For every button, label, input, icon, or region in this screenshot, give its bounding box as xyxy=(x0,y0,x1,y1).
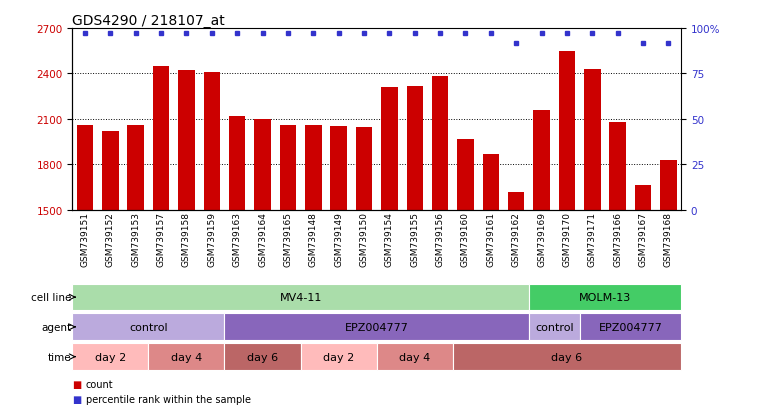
Bar xyxy=(72,314,224,340)
Text: EPZ004777: EPZ004777 xyxy=(345,322,409,332)
Bar xyxy=(72,344,148,370)
Text: ■: ■ xyxy=(72,379,81,389)
Text: time: time xyxy=(48,352,72,362)
Bar xyxy=(153,66,170,210)
Bar xyxy=(224,344,301,370)
Text: agent: agent xyxy=(42,322,72,332)
Bar xyxy=(457,139,474,210)
Bar xyxy=(482,154,499,210)
Bar xyxy=(128,126,144,210)
Bar xyxy=(356,128,372,210)
Bar xyxy=(453,344,681,370)
Text: percentile rank within the sample: percentile rank within the sample xyxy=(86,394,251,404)
Bar xyxy=(330,127,347,210)
Bar xyxy=(102,132,119,210)
Bar xyxy=(381,88,398,210)
Bar xyxy=(72,284,529,311)
Bar xyxy=(635,186,651,210)
Text: day 6: day 6 xyxy=(552,352,582,362)
Bar xyxy=(529,314,580,340)
Text: cell line: cell line xyxy=(31,292,72,302)
Text: control: control xyxy=(129,322,167,332)
Text: count: count xyxy=(86,379,113,389)
Text: day 2: day 2 xyxy=(94,352,126,362)
Bar xyxy=(178,71,195,210)
Bar xyxy=(280,126,296,210)
Text: day 2: day 2 xyxy=(323,352,355,362)
Text: control: control xyxy=(535,322,574,332)
Bar xyxy=(559,52,575,210)
Bar xyxy=(508,192,524,210)
Text: day 4: day 4 xyxy=(170,352,202,362)
Bar xyxy=(377,344,453,370)
Bar xyxy=(529,284,681,311)
Bar xyxy=(610,123,626,210)
Bar xyxy=(254,120,271,210)
Text: EPZ004777: EPZ004777 xyxy=(598,322,662,332)
Bar xyxy=(584,70,600,210)
Bar xyxy=(301,344,377,370)
Text: day 6: day 6 xyxy=(247,352,278,362)
Text: MOLM-13: MOLM-13 xyxy=(579,292,631,302)
Bar xyxy=(229,116,246,210)
Text: ■: ■ xyxy=(72,394,81,404)
Bar xyxy=(224,314,529,340)
Bar xyxy=(432,77,448,210)
Text: day 4: day 4 xyxy=(399,352,431,362)
Bar xyxy=(204,73,220,210)
Bar xyxy=(580,314,681,340)
Text: MV4-11: MV4-11 xyxy=(279,292,322,302)
Bar xyxy=(533,111,550,210)
Bar xyxy=(148,344,224,370)
Bar xyxy=(661,160,677,210)
Bar xyxy=(305,126,322,210)
Text: GDS4290 / 218107_at: GDS4290 / 218107_at xyxy=(72,14,225,28)
Bar xyxy=(77,126,94,210)
Bar xyxy=(406,86,423,210)
